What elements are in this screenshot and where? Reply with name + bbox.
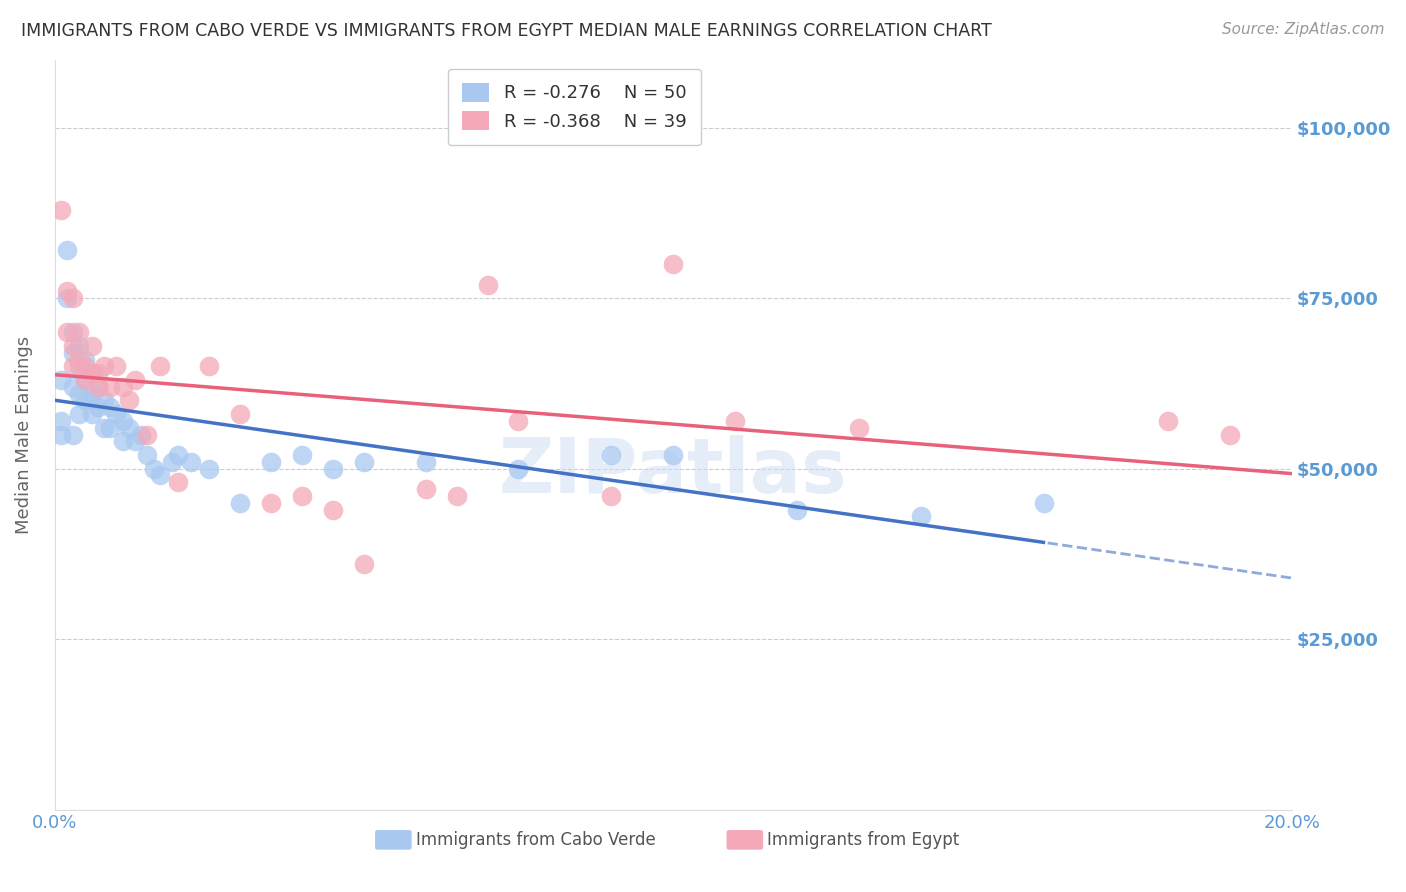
Point	[93, 359, 115, 374]
Point	[111, 434, 134, 449]
Point	[75, 373, 97, 387]
Point	[600, 489, 623, 503]
Point	[67, 386, 90, 401]
Point	[1219, 427, 1241, 442]
Point	[62, 380, 84, 394]
Point	[75, 393, 97, 408]
Text: Immigrants from Egypt: Immigrants from Egypt	[768, 830, 960, 849]
Point	[56, 244, 79, 258]
Point	[142, 461, 165, 475]
Point	[260, 496, 283, 510]
Point	[167, 475, 190, 490]
Point	[62, 326, 84, 340]
Point	[118, 393, 141, 408]
Point	[56, 285, 79, 299]
Point	[80, 366, 103, 380]
Point	[62, 345, 84, 359]
Point	[105, 359, 128, 374]
Point	[322, 461, 344, 475]
Point	[62, 427, 84, 442]
Point	[124, 373, 146, 387]
Point	[75, 359, 97, 374]
Text: Source: ZipAtlas.com: Source: ZipAtlas.com	[1222, 22, 1385, 37]
Point	[724, 414, 747, 428]
Point	[415, 455, 437, 469]
Legend: R = -0.276    N = 50, R = -0.368    N = 39: R = -0.276 N = 50, R = -0.368 N = 39	[447, 69, 700, 145]
Point	[67, 407, 90, 421]
Point	[198, 359, 221, 374]
Point	[180, 455, 202, 469]
Text: Immigrants from Cabo Verde: Immigrants from Cabo Verde	[416, 830, 655, 849]
Point	[229, 407, 252, 421]
Point	[149, 359, 172, 374]
Point	[353, 557, 375, 571]
Point	[49, 414, 72, 428]
Point	[149, 468, 172, 483]
Point	[93, 421, 115, 435]
Point	[67, 326, 90, 340]
Point	[508, 461, 530, 475]
Point	[49, 373, 72, 387]
Point	[56, 326, 79, 340]
Point	[67, 339, 90, 353]
Point	[600, 448, 623, 462]
Point	[477, 277, 499, 292]
Point	[87, 366, 110, 380]
Point	[87, 380, 110, 394]
Point	[67, 352, 90, 367]
Point	[291, 448, 314, 462]
Point	[49, 202, 72, 217]
Point	[98, 380, 121, 394]
Point	[62, 291, 84, 305]
Point	[80, 407, 103, 421]
Point	[80, 386, 103, 401]
Point	[446, 489, 468, 503]
Point	[136, 427, 159, 442]
Point	[111, 380, 134, 394]
Point	[111, 414, 134, 428]
Point	[160, 455, 183, 469]
Point	[415, 482, 437, 496]
Point	[56, 291, 79, 305]
Point	[105, 407, 128, 421]
Point	[62, 339, 84, 353]
Point	[786, 502, 808, 516]
Point	[198, 461, 221, 475]
Point	[291, 489, 314, 503]
Point	[129, 427, 152, 442]
Point	[260, 455, 283, 469]
Point	[353, 455, 375, 469]
Point	[662, 448, 685, 462]
Point	[1033, 496, 1056, 510]
Point	[118, 421, 141, 435]
Point	[80, 366, 103, 380]
Point	[910, 509, 932, 524]
Point	[75, 352, 97, 367]
Point	[167, 448, 190, 462]
Point	[62, 359, 84, 374]
Text: IMMIGRANTS FROM CABO VERDE VS IMMIGRANTS FROM EGYPT MEDIAN MALE EARNINGS CORRELA: IMMIGRANTS FROM CABO VERDE VS IMMIGRANTS…	[21, 22, 991, 40]
Point	[87, 401, 110, 415]
Point	[136, 448, 159, 462]
Point	[75, 373, 97, 387]
Point	[1157, 414, 1180, 428]
Point	[98, 401, 121, 415]
Point	[98, 421, 121, 435]
Point	[67, 359, 90, 374]
Point	[848, 421, 870, 435]
Point	[229, 496, 252, 510]
Point	[662, 257, 685, 271]
Point	[93, 393, 115, 408]
Point	[508, 414, 530, 428]
Point	[87, 380, 110, 394]
Point	[49, 427, 72, 442]
Point	[80, 339, 103, 353]
Point	[322, 502, 344, 516]
Point	[124, 434, 146, 449]
Y-axis label: Median Male Earnings: Median Male Earnings	[15, 335, 32, 533]
Text: ZIPatlas: ZIPatlas	[499, 435, 848, 509]
